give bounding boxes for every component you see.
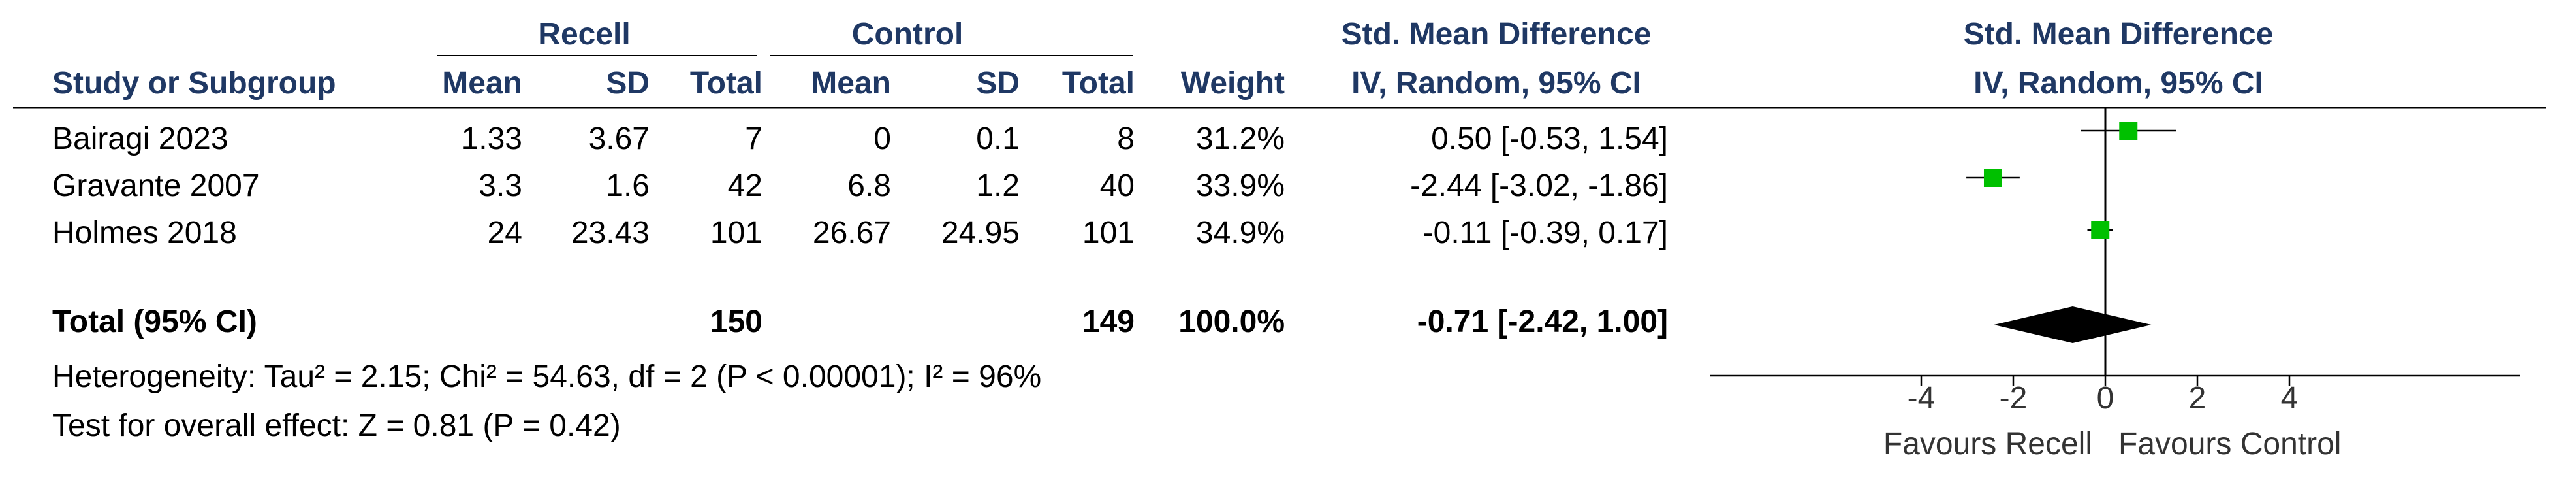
x-tick-label: 0 (2097, 381, 2114, 416)
row-effect: -0.11 [-0.39, 0.17] (1423, 216, 1668, 250)
row-study: Bairagi 2023 (52, 122, 228, 156)
row-exp-sd: 23.43 (571, 216, 650, 250)
effect-column-header: IV, Random, 95% CI (1351, 66, 1641, 101)
study-marker (2119, 122, 2138, 140)
total-weight: 100.0% (1178, 305, 1285, 339)
total-row: Total (95% CI) 150 149 100.0% -0.71 [-2.… (52, 305, 1668, 339)
ctrl-mean-column-header: Mean (811, 66, 891, 101)
row-weight: 31.2% (1196, 122, 1285, 156)
heterogeneity-text: Heterogeneity: Tau² = 2.15; Chi² = 54.63… (52, 359, 1041, 394)
row-effect: 0.50 [-0.53, 1.54] (1431, 122, 1668, 156)
total-label: Total (95% CI) (52, 305, 257, 339)
row-ctrl-mean: 6.8 (847, 169, 891, 203)
ctrl-sd-column-header: SD (976, 66, 1020, 101)
x-tick-label: 2 (2189, 381, 2207, 416)
row-exp-sd: 1.6 (606, 169, 650, 203)
exp-mean-column-header: Mean (442, 66, 522, 101)
row-ctrl-mean: 0 (873, 122, 891, 156)
control-group-header: Control (852, 17, 964, 52)
row-exp-total: 42 (728, 169, 762, 203)
row-exp-total: 7 (745, 122, 762, 156)
row-ctrl-sd: 24.95 (941, 216, 1020, 250)
row-ctrl-total: 40 (1100, 169, 1135, 203)
table-row: Bairagi 2023 1.33 3.67 7 0 0.1 8 31.2% 0… (52, 122, 1668, 156)
row-ctrl-total: 8 (1117, 122, 1135, 156)
row-ctrl-total: 101 (1082, 216, 1135, 250)
table-row: Holmes 2018 24 23.43 101 26.67 24.95 101… (52, 216, 1668, 250)
row-weight: 33.9% (1196, 169, 1285, 203)
exp-total-column-header: Total (690, 66, 762, 101)
total-effect: -0.71 [-2.42, 1.00] (1417, 305, 1668, 339)
overall-effect-text: Test for overall effect: Z = 0.81 (P = 0… (52, 408, 621, 443)
row-weight: 34.9% (1196, 216, 1285, 250)
x-tick-label: 4 (2281, 381, 2299, 416)
favours-right-label: Favours Control (2118, 427, 2341, 461)
row-study: Holmes 2018 (52, 216, 237, 250)
favours-left-label: Favours Recell (1883, 427, 2092, 461)
row-ctrl-sd: 0.1 (976, 122, 1020, 156)
pooled-diamond (1994, 306, 2152, 343)
effect-group-header: Std. Mean Difference (1342, 17, 1652, 52)
forest-plot-area: -4 -2 0 2 4 Favours Recell Favours Control (1710, 108, 2520, 461)
plot-group-header: Std. Mean Difference (1964, 17, 2274, 52)
study-column-header: Study or Subgroup (52, 66, 336, 101)
exp-sd-column-header: SD (606, 66, 650, 101)
total-ctrl-total: 149 (1082, 305, 1135, 339)
row-exp-mean: 1.33 (462, 122, 522, 156)
plot-column-header: IV, Random, 95% CI (1973, 66, 2263, 101)
row-exp-total: 101 (710, 216, 762, 250)
row-ctrl-mean: 26.67 (813, 216, 891, 250)
study-marker (1983, 169, 2002, 187)
row-study: Gravante 2007 (52, 169, 260, 203)
x-tick-label: -4 (1908, 381, 1936, 416)
row-exp-mean: 3.3 (479, 169, 522, 203)
table-row: Gravante 2007 3.3 1.6 42 6.8 1.2 40 33.9… (52, 169, 1668, 203)
row-ctrl-sd: 1.2 (976, 169, 1020, 203)
row-exp-mean: 24 (488, 216, 522, 250)
row-exp-sd: 3.67 (589, 122, 650, 156)
row-effect: -2.44 [-3.02, -1.86] (1410, 169, 1668, 203)
study-marker (2091, 221, 2110, 239)
ctrl-total-column-header: Total (1062, 66, 1135, 101)
x-tick-label: -2 (2000, 381, 2028, 416)
weight-column-header: Weight (1181, 66, 1285, 101)
experimental-group-header: Recell (538, 17, 630, 52)
total-exp-total: 150 (710, 305, 762, 339)
